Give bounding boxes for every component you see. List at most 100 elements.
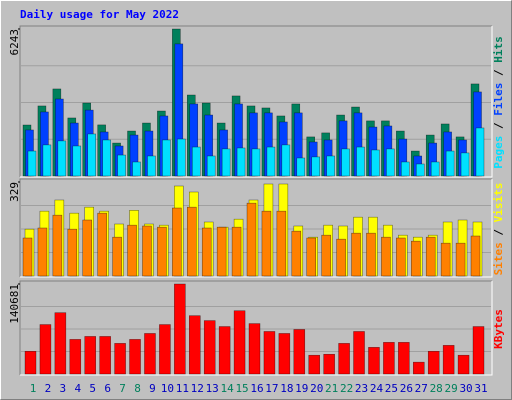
panel-bevel-dark: [19, 280, 492, 375]
bar: [336, 238, 346, 277]
bar: [117, 154, 126, 177]
legend-entry: Pages: [492, 136, 505, 169]
bar: [218, 326, 231, 375]
bar: [381, 236, 391, 277]
y-tick-label: 329: [8, 182, 21, 202]
bar: [338, 343, 350, 375]
bar: [470, 235, 481, 277]
bar: [455, 242, 466, 277]
bar: [22, 237, 33, 277]
bar: [99, 336, 111, 375]
bar: [326, 155, 335, 177]
x-tick-label: 1: [30, 382, 37, 395]
x-tick-label: 29: [445, 382, 458, 395]
bar: [416, 163, 425, 177]
bar: [24, 351, 37, 375]
legend-separator: /: [492, 222, 505, 242]
bar: [97, 212, 107, 277]
bar: [69, 339, 82, 375]
x-tick-label: 30: [459, 382, 472, 395]
bar: [236, 147, 246, 177]
bar: [445, 150, 455, 177]
bar: [442, 345, 455, 375]
bar: [52, 214, 63, 277]
x-tick-label: 12: [191, 382, 204, 395]
x-tick-label: 9: [149, 382, 156, 395]
bar: [383, 342, 395, 375]
bar: [413, 361, 425, 375]
x-tick-label: 15: [235, 382, 248, 395]
bar: [144, 333, 156, 375]
bar: [192, 146, 201, 177]
bar: [127, 224, 137, 277]
legend-entry: Files: [492, 83, 505, 116]
bar: [57, 140, 67, 177]
bar: [27, 150, 37, 177]
bar: [37, 227, 48, 277]
panel-bevel-dark: [19, 25, 492, 177]
bar: [157, 226, 167, 277]
x-tick-label: 26: [400, 382, 413, 395]
bar: [353, 331, 365, 375]
legend-separator: /: [492, 116, 505, 136]
bar: [371, 149, 380, 177]
x-tick-label: 24: [370, 382, 384, 395]
bar: [87, 133, 96, 177]
bar: [159, 324, 171, 375]
x-tick-label: 22: [340, 382, 353, 395]
panel-bevel-light: [20, 281, 493, 376]
bar: [112, 236, 122, 277]
bar: [54, 312, 67, 375]
bar: [231, 226, 242, 277]
bar: [396, 237, 406, 277]
bar: [261, 210, 272, 277]
x-tick-label: 28: [430, 382, 443, 395]
bar: [162, 139, 171, 177]
bar: [187, 206, 197, 277]
x-tick-label: 4: [74, 382, 81, 395]
bar: [411, 240, 421, 277]
bar: [430, 161, 440, 177]
bar: [266, 146, 276, 177]
bar: [440, 242, 451, 277]
bar: [129, 339, 141, 375]
bar: [201, 227, 212, 277]
legend: KBytes: [492, 309, 505, 349]
panel-bevel-light: [20, 26, 493, 178]
bar: [366, 232, 376, 277]
bar: [306, 237, 316, 277]
x-tick-label: 20: [310, 382, 323, 395]
bar: [401, 161, 410, 177]
bar: [42, 144, 52, 177]
x-tick-label: 5: [89, 382, 96, 395]
bar: [251, 148, 261, 177]
bar: [475, 127, 485, 177]
bar: [460, 152, 470, 177]
y-tick-label: 6243: [8, 29, 21, 56]
bar: [221, 148, 231, 177]
x-tick-label: 7: [119, 382, 126, 395]
x-tick-label: 10: [161, 382, 174, 395]
panel-bevel-dark: [19, 178, 492, 277]
bar: [174, 283, 186, 375]
bar: [189, 315, 201, 375]
x-tick-label: 31: [474, 382, 487, 395]
legend: Pages / Files / Hits: [492, 36, 505, 169]
x-tick-label: 21: [325, 382, 338, 395]
x-tick-label: 8: [134, 382, 141, 395]
bar: [39, 324, 52, 375]
chart-title: Daily usage for May 2022: [20, 8, 179, 21]
bar: [246, 202, 257, 277]
x-tick-label: 6: [104, 382, 111, 395]
bar: [291, 230, 302, 277]
x-tick-label: 16: [250, 382, 263, 395]
bar: [311, 156, 320, 177]
bar: [308, 354, 320, 375]
bar: [114, 343, 126, 375]
bar: [84, 336, 96, 375]
bar: [203, 320, 216, 375]
y-tick-label: 140681: [8, 284, 21, 324]
bar: [386, 148, 395, 177]
bar: [67, 228, 78, 277]
